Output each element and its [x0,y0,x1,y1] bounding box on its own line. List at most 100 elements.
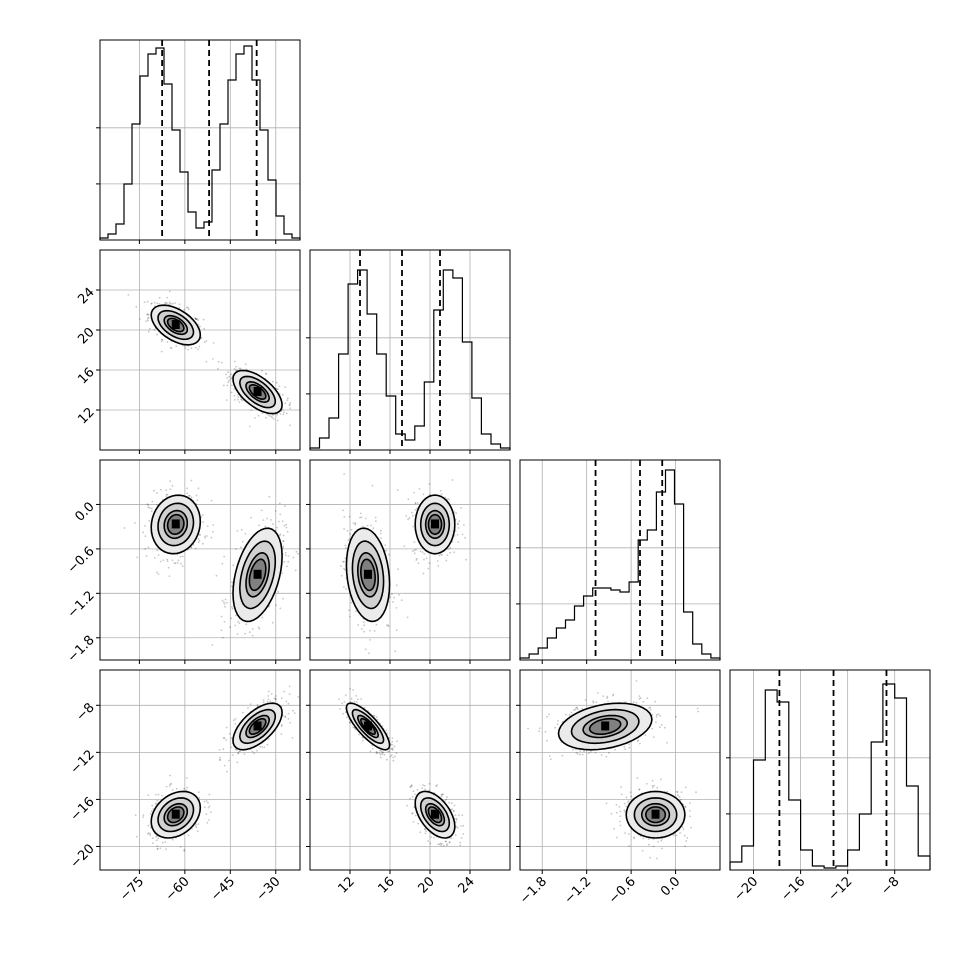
point [682,828,685,830]
point [215,574,218,577]
point [556,723,559,726]
point [190,546,193,549]
point [660,839,663,842]
point [146,317,149,320]
contour-1-0 [248,383,267,401]
point [411,812,414,815]
point [641,849,644,852]
point [349,688,352,690]
point [169,347,172,349]
point [416,788,419,791]
point [233,360,236,363]
point [160,350,163,353]
point [183,850,186,852]
point [232,719,235,722]
point [161,841,164,844]
point [266,517,269,520]
point [579,753,582,756]
point [185,789,188,792]
point [630,795,632,798]
point [620,786,623,788]
point [188,494,191,497]
point [169,302,172,305]
point [455,817,458,820]
point [338,698,340,700]
point [186,492,189,495]
point [661,837,664,840]
point [647,838,650,840]
point [169,488,172,491]
panel-frame [99,669,301,871]
point [287,717,290,720]
contour-1-3 [232,369,283,415]
panel-3-2: −1.8 −1.2 −0.6 0.0 [516,669,721,907]
point [414,793,416,796]
point [657,841,659,843]
point [149,507,151,509]
point [171,302,174,305]
point [696,707,699,710]
point [200,336,203,339]
point [201,514,204,516]
point [683,834,686,837]
point [451,808,453,811]
point [447,548,450,550]
point [348,515,351,518]
contour-0-3 [150,790,202,839]
y-tick-label: −12 [68,747,98,777]
point [208,805,211,807]
point [395,752,398,754]
point [212,342,215,344]
point [391,749,394,751]
x-tick-label: 20 [416,874,438,896]
point [251,750,254,753]
point [178,303,181,306]
point [286,565,288,568]
point [281,724,283,726]
point [453,551,455,554]
panel-2-0: −1.8−1.2−0.60.0 [65,459,301,666]
point [620,793,623,796]
point [349,533,352,535]
point [348,609,350,612]
point [427,840,429,842]
point [445,844,448,847]
point [221,361,223,364]
point [340,574,343,577]
point [166,493,169,496]
point [284,505,286,508]
point [240,546,242,549]
point [461,533,464,536]
point [462,833,465,835]
point [690,826,692,829]
point [383,753,386,756]
point [234,723,237,725]
point [575,706,578,709]
point [207,806,210,809]
point [222,384,225,387]
point [187,306,189,309]
point [394,755,396,758]
point [666,790,669,793]
point [150,810,153,813]
point [153,328,156,331]
contour-0-1 [163,509,189,540]
point [262,519,265,521]
point [276,526,278,529]
point [648,707,651,710]
point [361,739,364,742]
point [400,599,403,602]
point [615,811,618,814]
point [387,624,390,627]
point [443,844,445,847]
point [226,384,229,387]
point [244,632,247,635]
point [268,414,271,417]
y-tick-label: −16 [68,794,98,824]
point [440,844,443,847]
point [414,502,417,504]
point [166,302,168,304]
point [638,788,641,791]
point [231,581,233,583]
point [223,603,226,605]
